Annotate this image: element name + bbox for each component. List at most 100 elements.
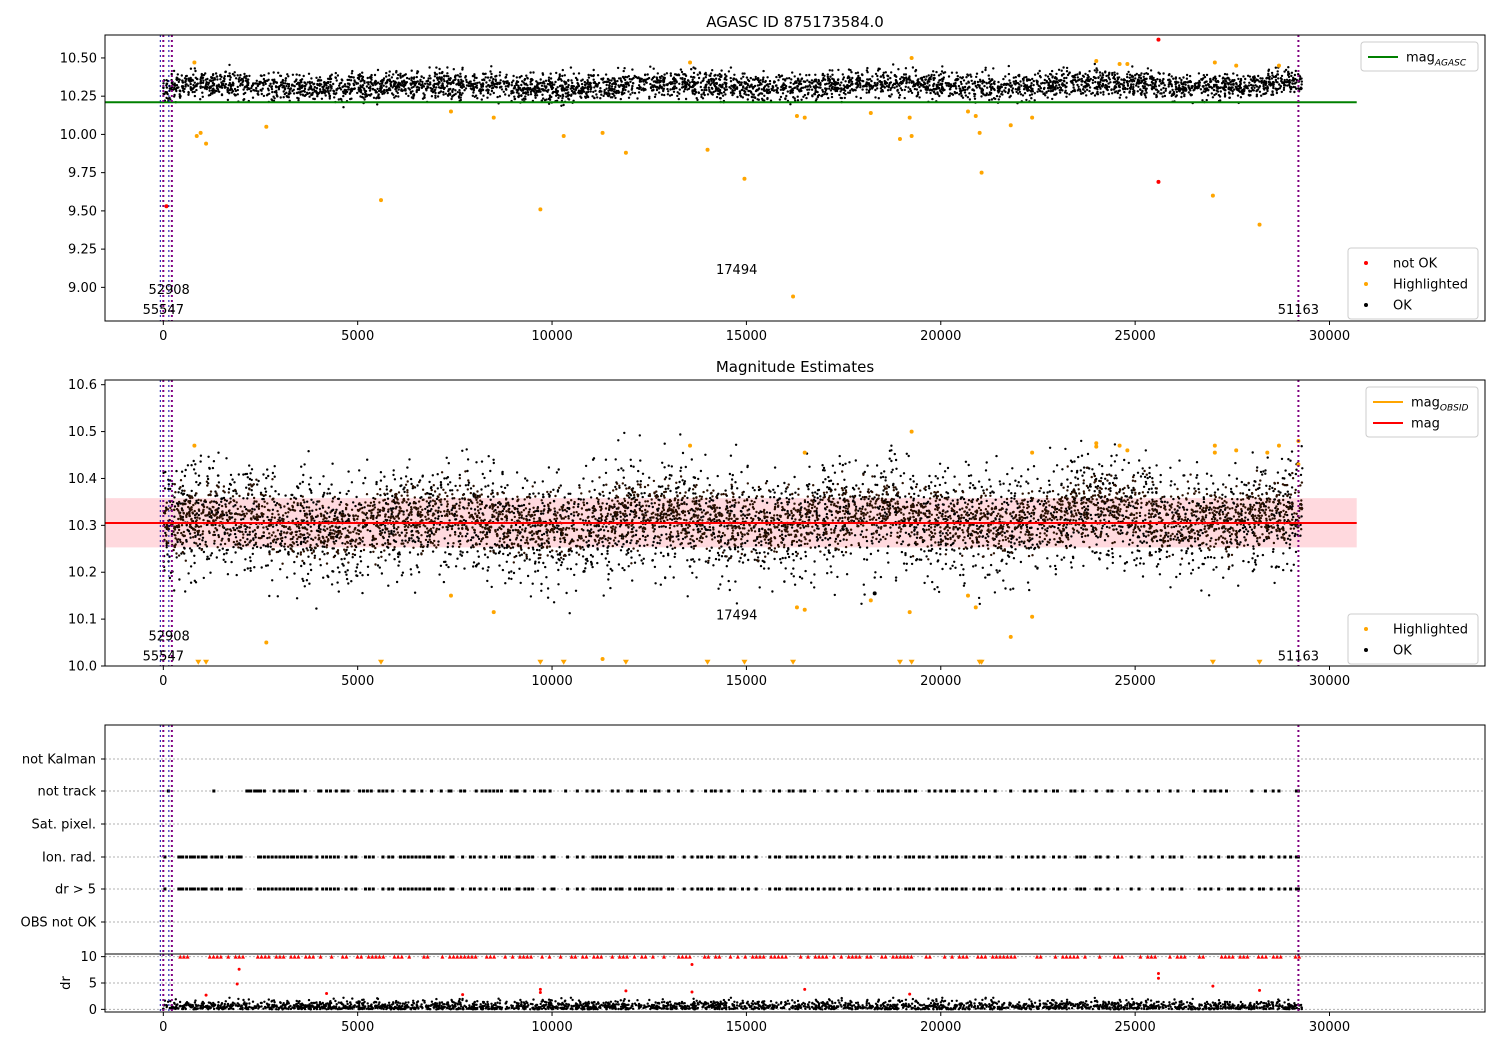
p1-ok-point — [996, 85, 1000, 88]
p1-ok-point — [370, 93, 373, 96]
p1-ok-point — [605, 87, 608, 90]
p1-ok-point — [495, 74, 498, 78]
p1-ok-point — [390, 76, 394, 79]
p1-ok-point — [629, 93, 632, 96]
p1-ok-point — [738, 90, 742, 93]
p2-ok-point — [392, 473, 395, 477]
p1-ok-point — [494, 78, 497, 81]
p2-ok-point — [934, 475, 937, 478]
p1-ok-point — [627, 84, 631, 87]
p1-ok-point — [937, 81, 940, 84]
p1-ok-point — [672, 90, 676, 94]
p1-ok-point — [1264, 83, 1267, 87]
p2-ok-point — [1155, 464, 1158, 467]
p2-ok-point — [173, 496, 176, 499]
p1-ok-point — [701, 97, 705, 100]
p2-ok-point — [334, 539, 338, 543]
p1-ok-point — [1223, 72, 1227, 76]
p2-ok-point — [461, 497, 464, 500]
p1-ok-point — [1152, 78, 1155, 82]
p1-ok-point — [679, 77, 682, 80]
p1-ok-point — [899, 77, 902, 81]
p1-ok-point — [610, 87, 614, 91]
p1-ok-point — [1007, 88, 1011, 91]
p1-ok-point — [823, 74, 826, 78]
p2-ok-point — [173, 589, 176, 592]
p1-ok-point — [565, 86, 568, 89]
p1-upper-legend-subscript: AGASC — [1434, 59, 1467, 69]
p2-ok-point — [939, 543, 942, 546]
p1-ok-point — [1045, 90, 1048, 94]
p1-ok-point — [779, 95, 783, 99]
p1-ok-point — [299, 93, 302, 96]
p1-ok-point — [554, 88, 558, 91]
p1-ok-point — [1048, 72, 1052, 76]
p2-ok-point — [236, 527, 239, 530]
p1-ok-point — [1123, 90, 1126, 94]
p1-ok-point — [334, 71, 337, 75]
p1-ok-point — [330, 85, 333, 88]
p1-ok-point — [919, 84, 923, 87]
p1-ok-point — [960, 77, 964, 80]
p1-ok-point — [177, 80, 180, 84]
p1-ok-point — [975, 75, 978, 79]
p2-ok-point — [1240, 480, 1244, 484]
p2-ok-point — [838, 462, 842, 465]
p1-ok-point — [289, 87, 293, 90]
p1-ok-point — [490, 76, 493, 79]
p1-ok-point — [502, 90, 505, 94]
p1-ok-point — [673, 73, 677, 76]
p1-ok-point — [746, 84, 750, 87]
p1-ok-point — [684, 74, 688, 78]
p2-ok-point — [839, 529, 842, 532]
p1-ok-point — [1076, 83, 1079, 87]
p1-ok-point — [1121, 83, 1124, 86]
p1-highlighted-point — [198, 130, 203, 135]
p1-ok-point — [1239, 96, 1243, 99]
p1-ok-point — [1197, 72, 1201, 75]
p1-ok-point — [811, 94, 814, 97]
p1-ok-point — [1231, 92, 1234, 95]
p1-ok-point — [1223, 85, 1226, 88]
p1-ok-point — [459, 75, 462, 78]
p1-ok-point — [598, 90, 601, 93]
p1-ok-point — [1276, 73, 1279, 76]
p1-ok-point — [464, 75, 467, 78]
p1-ok-point — [481, 78, 484, 82]
p1-ok-point — [1197, 81, 1200, 85]
p1-ok-point — [938, 94, 941, 98]
p1-ok-point — [1282, 88, 1286, 92]
p1-ok-point — [1094, 80, 1097, 84]
p1-ok-point — [1072, 76, 1075, 79]
p1-ok-point — [226, 74, 230, 78]
p1-ok-point — [792, 82, 795, 86]
p1-ok-point — [239, 73, 242, 77]
p2-ok-point — [470, 546, 473, 549]
p1-ok-point — [778, 98, 782, 101]
p1-ok-point — [364, 95, 367, 99]
p2-ok-point — [1299, 534, 1302, 537]
p1-ok-point — [944, 81, 947, 85]
p1-ok-point — [662, 77, 665, 81]
p1-ok-point — [561, 68, 564, 72]
p1-ok-point — [175, 76, 178, 79]
p1-ok-point — [663, 73, 666, 76]
p1-ok-point — [336, 74, 340, 77]
p1-ok-point — [739, 83, 743, 86]
p1-ok-point — [988, 91, 992, 94]
p1-ok-point — [716, 92, 720, 96]
p1-ok-point — [424, 87, 428, 91]
p1-ok-point — [789, 81, 792, 85]
p1-ok-point — [410, 86, 413, 89]
p1-ok-point — [1263, 88, 1266, 91]
p1-ok-point — [175, 84, 179, 87]
p1-ok-point — [416, 80, 419, 83]
p2-ok-point — [303, 585, 306, 588]
p2-ok-point — [698, 558, 701, 561]
p2-ok-point — [621, 545, 624, 548]
p1-ok-point — [789, 91, 792, 95]
p1-ok-point — [456, 91, 459, 94]
p1-ok-point — [162, 82, 165, 85]
p1-ok-point — [917, 78, 920, 81]
p1-ok-point — [861, 88, 864, 91]
